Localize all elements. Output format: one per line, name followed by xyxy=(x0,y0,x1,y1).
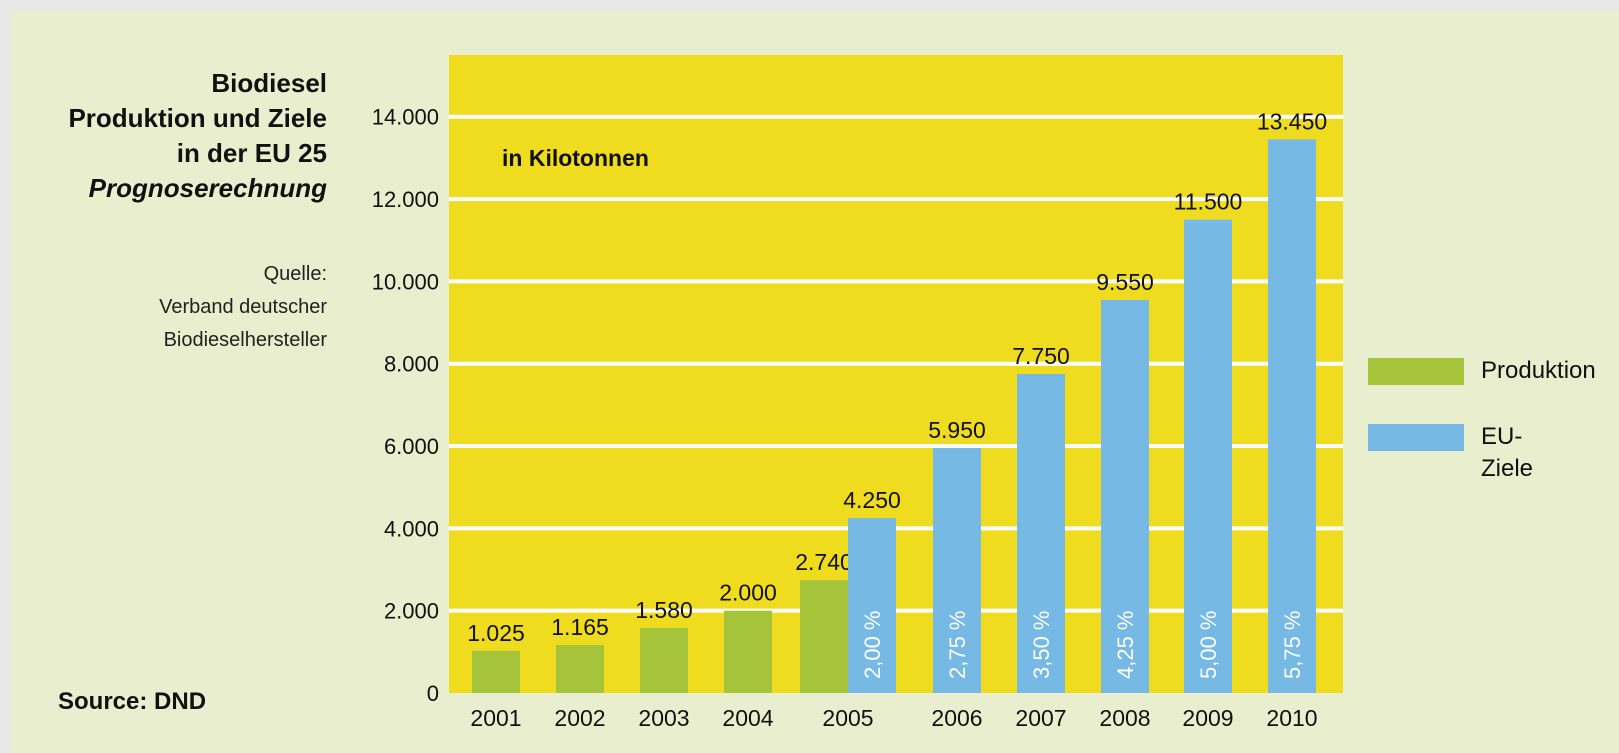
y-tick-label: 12.000 xyxy=(372,187,439,212)
bar-produktion xyxy=(640,627,688,693)
x-tick-label: 2004 xyxy=(722,705,773,731)
share-label: 2,75 % xyxy=(945,611,970,680)
title-line-3: in der EU 25 xyxy=(176,138,327,168)
source-line-3: Biodieselhersteller xyxy=(163,329,327,351)
x-tick-label: 2007 xyxy=(1015,705,1066,731)
x-tick-label: 2010 xyxy=(1266,705,1317,731)
legend-label-eu-ziele: EU-Ziele xyxy=(1481,423,1534,482)
y-tick-label: 4.000 xyxy=(384,516,439,541)
chart-title: Biodiesel Produktion und Ziele in der EU… xyxy=(10,66,327,206)
data-label-eu-ziele: 13.450 xyxy=(1257,108,1327,134)
y-tick-label: 0 xyxy=(427,681,439,706)
x-tick-label: 2009 xyxy=(1182,705,1233,731)
footer-source: Source: DND xyxy=(58,688,207,715)
y-tick-label: 6.000 xyxy=(384,434,439,459)
share-label: 3,50 % xyxy=(1029,611,1054,680)
x-tick-label: 2006 xyxy=(931,705,982,731)
bar-produktion xyxy=(724,610,772,693)
data-label-produktion: 2.000 xyxy=(719,580,777,606)
legend-label-produktion: Produktion xyxy=(1481,357,1596,384)
source-line-1: Quelle: xyxy=(263,263,327,285)
legend-swatch-eu-ziele xyxy=(1368,424,1464,451)
bar-eu-ziele xyxy=(1268,139,1316,694)
bar-produktion xyxy=(556,645,604,693)
share-label: 4,25 % xyxy=(1113,611,1138,680)
data-label-produktion: 1.580 xyxy=(635,597,693,623)
bar-eu-ziele xyxy=(933,448,981,693)
share-label: 5,00 % xyxy=(1196,611,1221,680)
bar-eu-ziele xyxy=(848,518,896,693)
data-label-produktion: 1.165 xyxy=(551,614,609,640)
data-label-eu-ziele: 7.750 xyxy=(1012,343,1070,369)
data-label-eu-ziele: 9.550 xyxy=(1096,269,1154,295)
x-tick-label: 2005 xyxy=(822,705,873,731)
legend-swatch-produktion xyxy=(1368,358,1464,385)
source-note: Quelle: Verband deutscher Biodieselherst… xyxy=(10,258,327,357)
share-label: 2,00 % xyxy=(860,611,885,680)
x-tick-label: 2002 xyxy=(554,705,605,731)
data-label-produktion: 2.740 xyxy=(795,549,853,575)
title-line-4: Prognoserechnung xyxy=(88,173,327,203)
bar-eu-ziele xyxy=(1101,299,1149,693)
bar-eu-ziele xyxy=(1017,374,1065,693)
title-line-2: Produktion und Ziele xyxy=(68,103,327,133)
bar-produktion xyxy=(800,580,848,693)
share-label: 5,75 % xyxy=(1280,611,1305,680)
x-tick-label: 2001 xyxy=(470,705,521,731)
source-line-2: Verband deutscher xyxy=(159,296,327,318)
x-tick-label: 2008 xyxy=(1099,705,1150,731)
data-label-eu-ziele: 11.500 xyxy=(1174,189,1243,215)
unit-label: in Kilotonnen xyxy=(502,145,649,171)
data-label-eu-ziele: 4.250 xyxy=(843,487,901,513)
title-line-1: Biodiesel xyxy=(211,68,327,98)
y-tick-label: 8.000 xyxy=(384,352,439,377)
bar-produktion xyxy=(472,650,520,693)
y-tick-label: 10.000 xyxy=(372,269,439,294)
bar-eu-ziele xyxy=(1184,219,1232,694)
y-tick-label: 2.000 xyxy=(384,599,439,624)
data-label-produktion: 1.025 xyxy=(467,620,525,646)
x-tick-label: 2003 xyxy=(638,705,689,731)
data-label-eu-ziele: 5.950 xyxy=(928,417,986,443)
y-tick-label: 14.000 xyxy=(372,105,439,130)
